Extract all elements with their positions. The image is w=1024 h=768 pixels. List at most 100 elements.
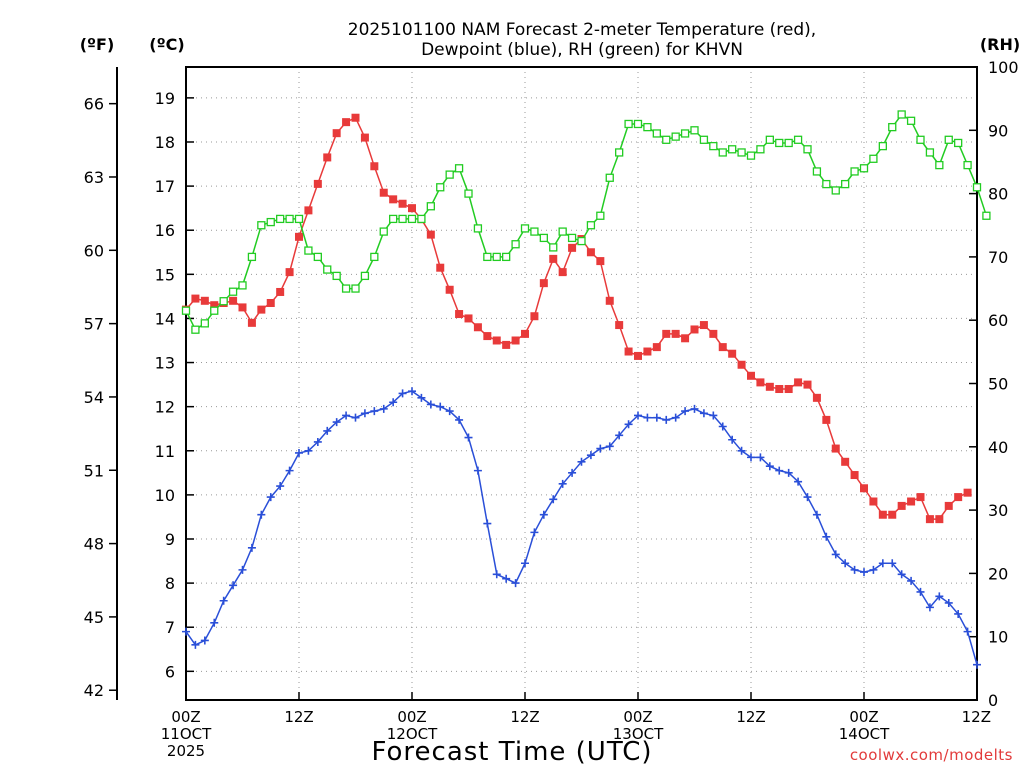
rh-point	[483, 252, 492, 262]
rh-point	[577, 236, 586, 246]
dewpoint-point	[812, 510, 821, 519]
rh-point	[822, 179, 831, 189]
dewpoint-point	[426, 400, 435, 409]
rh-point	[624, 119, 633, 129]
temperature-point	[483, 332, 492, 341]
temperature-point	[860, 484, 868, 493]
rh-tick-label: 40	[988, 438, 1008, 457]
dewpoint-point	[285, 466, 294, 475]
dewpoint-point	[671, 413, 680, 422]
rh-point	[878, 141, 887, 151]
rh-point	[841, 179, 850, 189]
fahrenheit-unit-label: (ºF)	[80, 35, 115, 54]
dewpoint-point	[973, 660, 981, 669]
temperature-point	[652, 343, 661, 352]
dewpoint-point	[624, 420, 633, 429]
temperature-point	[295, 232, 303, 241]
temperature-point	[954, 493, 963, 502]
rh-point	[775, 138, 784, 148]
dewpoint-point	[860, 568, 868, 577]
rh-point	[257, 221, 266, 230]
temperature-point	[850, 471, 859, 480]
temperature-point	[313, 179, 322, 188]
dewpoint-point	[841, 559, 850, 568]
rh-point	[398, 214, 407, 224]
rh-point	[662, 135, 671, 144]
dewpoint-point	[408, 387, 416, 396]
dewpoint-point	[549, 495, 558, 504]
dewpoint-point	[398, 389, 407, 398]
rh-point	[765, 135, 774, 144]
temperature-point	[332, 129, 341, 138]
dewpoint-point	[803, 493, 812, 502]
dewpoint-point	[963, 627, 972, 636]
dewpoint-point	[596, 444, 605, 453]
dewpoint-point	[850, 565, 859, 574]
plot-frame	[185, 66, 978, 701]
dewpoint-point	[718, 422, 727, 431]
temperature-point	[389, 195, 398, 204]
temperature-point	[671, 329, 680, 338]
rh-point	[294, 214, 304, 224]
temperature-point	[756, 378, 765, 387]
chart-title-line1: 2025101100 NAM Forecast 2-meter Temperat…	[348, 20, 816, 40]
dewpoint-point	[756, 453, 765, 462]
dewpoint-point	[417, 393, 426, 402]
dewpoint-point	[342, 411, 351, 420]
temperature-point	[907, 497, 916, 506]
rh-point	[323, 265, 332, 274]
dewpoint-point	[323, 426, 332, 435]
temperature-point	[473, 323, 482, 332]
rh-point	[304, 246, 313, 255]
rh-point	[831, 186, 840, 195]
time-tick-label: 00Z	[623, 708, 652, 726]
rh-point	[473, 224, 483, 233]
rh-point	[360, 271, 370, 281]
celsius-tick-label: 7	[165, 618, 175, 637]
rh-tick-label: 10	[988, 628, 1008, 647]
rh-point	[426, 202, 435, 211]
temperature-point	[803, 380, 812, 389]
dewpoint-point	[662, 415, 671, 424]
dewpoint-point	[869, 565, 878, 574]
dewpoint-point	[530, 528, 539, 537]
fahrenheit-tick-label: 45	[84, 608, 104, 627]
rh-tick-label: 0	[988, 691, 998, 710]
rh-point	[341, 284, 351, 293]
temperature-point	[841, 457, 850, 466]
dewpoint-point	[737, 446, 746, 455]
dewpoint-point	[360, 409, 369, 418]
rh-point	[756, 145, 765, 154]
fahrenheit-tick-label: 63	[84, 168, 104, 187]
dewpoint-point	[944, 598, 953, 607]
time-tick-label: 00Z	[397, 708, 426, 726]
dewpoint-point	[473, 466, 482, 475]
temperature-point	[276, 287, 285, 296]
rh-point	[784, 138, 793, 148]
temperature-point	[191, 294, 200, 303]
rh-point	[370, 252, 379, 262]
dewpoint-point	[492, 570, 501, 579]
time-tick-label: 12Z	[510, 708, 539, 726]
rh-point	[549, 243, 558, 252]
dewpoint-point	[200, 636, 209, 645]
rh-point	[737, 148, 746, 157]
rh-point	[492, 252, 501, 262]
temperature-point	[436, 263, 445, 272]
dewpoint-point	[878, 559, 887, 568]
rh-point	[869, 154, 878, 163]
rh-point	[963, 160, 972, 170]
temperature-point	[831, 444, 840, 453]
rh-point	[191, 325, 200, 334]
rh-point	[407, 214, 417, 224]
temperature-point	[897, 501, 906, 510]
rh-axis-ticks: 0 10 20 30 40 50 60 70 80 90 100	[969, 58, 1019, 710]
temperature-point	[643, 347, 652, 356]
dewpoint-point	[266, 493, 275, 502]
dewpoint-point	[521, 559, 529, 568]
temperature-point	[784, 385, 793, 394]
time-tick-label: 00Z	[849, 708, 878, 726]
dewpoint-point	[690, 404, 699, 413]
rh-point	[793, 135, 803, 144]
